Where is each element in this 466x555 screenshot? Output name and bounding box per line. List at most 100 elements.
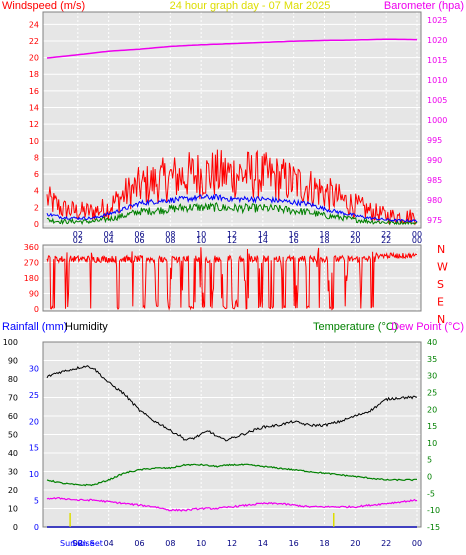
time-tick: 12 [227,236,237,245]
wind-low-series [46,202,418,226]
chart-title: 24 hour graph day - 07 Mar 2025 [170,0,331,12]
humidity-tick: 60 [8,412,18,421]
humidity-tick: 100 [3,338,18,347]
windspeed-tick: 24 [29,20,39,29]
windspeed-tick: 0 [34,220,39,229]
rainfall-tick: 30 [29,364,39,373]
barometer-tick: 985 [427,176,442,185]
time-tick: 22 [381,539,391,548]
time-tick: 06 [134,236,144,245]
time-tick: 14 [258,236,268,245]
compass-tick: N [437,313,445,326]
rainfall-tick: 0 [34,523,39,532]
barometer-tick: 980 [427,196,442,205]
windspeed-tick: 4 [34,187,39,196]
temperature-tick: -5 [427,489,435,498]
temperature-tick: 30 [427,372,437,381]
humidity-tick: 80 [8,375,18,384]
time-tick: 08 [165,230,175,239]
dewpoint-series [46,496,418,512]
humidity-tick: 70 [8,394,18,403]
humidity-tick: 0 [13,523,18,532]
windspeed-axis-label: Windspeed (m/s) [2,0,85,12]
temperature-tick: 5 [427,456,432,465]
time-tick: 04 [104,236,114,245]
time-tick: 12 [227,230,237,239]
windspeed-tick: 16 [29,87,39,96]
direction-tick: 270 [24,259,39,268]
time-tick: 08 [165,539,175,548]
direction-tick: 180 [24,274,39,283]
windspeed-tick: 8 [34,153,39,162]
humidity-axis-label: Humidity [65,321,108,333]
temperature-tick: -10 [427,506,440,515]
sunrise-label: Sun Rise [60,539,95,548]
windspeed-tick: 6 [34,170,39,179]
barometer-tick: 1025 [427,16,447,25]
time-tick: 18 [319,230,329,239]
time-tick: 18 [319,236,329,245]
time-tick: 20 [350,236,360,245]
dewpoint-axis-label: Dew Point (°C) [391,321,464,333]
windspeed-tick: 2 [34,203,39,212]
direction-tick: 0 [34,305,39,314]
rainfall-tick: 15 [29,444,39,453]
barometer-tick: 1005 [427,96,447,105]
panel-border [42,341,422,528]
humidity-tick: 10 [8,505,18,514]
time-tick: 18 [319,539,329,548]
sunset-label: Sun Set [72,539,103,548]
barometer-tick: 1000 [427,116,447,125]
temperature-tick: 10 [427,439,437,448]
humidity-tick: 90 [8,357,18,366]
direction-tick: 90 [29,290,39,299]
temperature-tick: 15 [427,422,437,431]
humidity-tick: 40 [8,449,18,458]
temperature-series [46,463,418,487]
windspeed-tick: 14 [29,104,39,113]
humidity-tick: 30 [8,468,18,477]
time-tick: 02 [73,230,83,239]
rainfall-axis-label: Rainfall (mm) [2,321,67,333]
barometer-tick: 1015 [427,56,447,65]
rainfall-tick: 25 [29,391,39,400]
rainfall-tick: 20 [29,417,39,426]
panel-border [42,244,422,312]
windspeed-tick: 18 [29,70,39,79]
windspeed-tick: 12 [29,120,39,129]
time-tick: 14 [258,539,268,548]
wind-gust-series [46,149,418,226]
barometer-tick: 990 [427,156,442,165]
windspeed-tick: 22 [29,37,39,46]
time-tick: 02 [73,539,83,548]
temperature-tick: 35 [427,355,437,364]
temperature-tick: -15 [427,523,440,532]
time-tick: 22 [381,230,391,239]
rainfall-tick: 10 [29,470,39,479]
time-tick: 12 [227,539,237,548]
time-tick: 08 [165,236,175,245]
humidity-tick: 50 [8,431,18,440]
temperature-tick: 20 [427,405,437,414]
time-tick: 16 [289,539,299,548]
rainfall-tick: 5 [34,497,39,506]
barometer-tick: 1010 [427,76,447,85]
time-tick: 00 [412,539,422,548]
time-tick: 06 [134,230,144,239]
time-tick: 22 [381,236,391,245]
wind-direction-series [46,247,418,311]
barometer-tick: 975 [427,216,442,225]
barometer-tick: 1020 [427,36,447,45]
time-tick: 02 [73,236,83,245]
barometer-series [46,38,417,59]
compass-tick: E [437,296,444,309]
direction-tick: 360 [24,243,39,252]
time-tick: 10 [196,230,206,239]
compass-tick: S [437,278,444,291]
windspeed-tick: 10 [29,137,39,146]
barometer-axis-label: Barometer (hpa) [384,0,464,12]
wind-avg-series [46,193,418,223]
time-tick: 14 [258,230,268,239]
windspeed-tick: 20 [29,54,39,63]
